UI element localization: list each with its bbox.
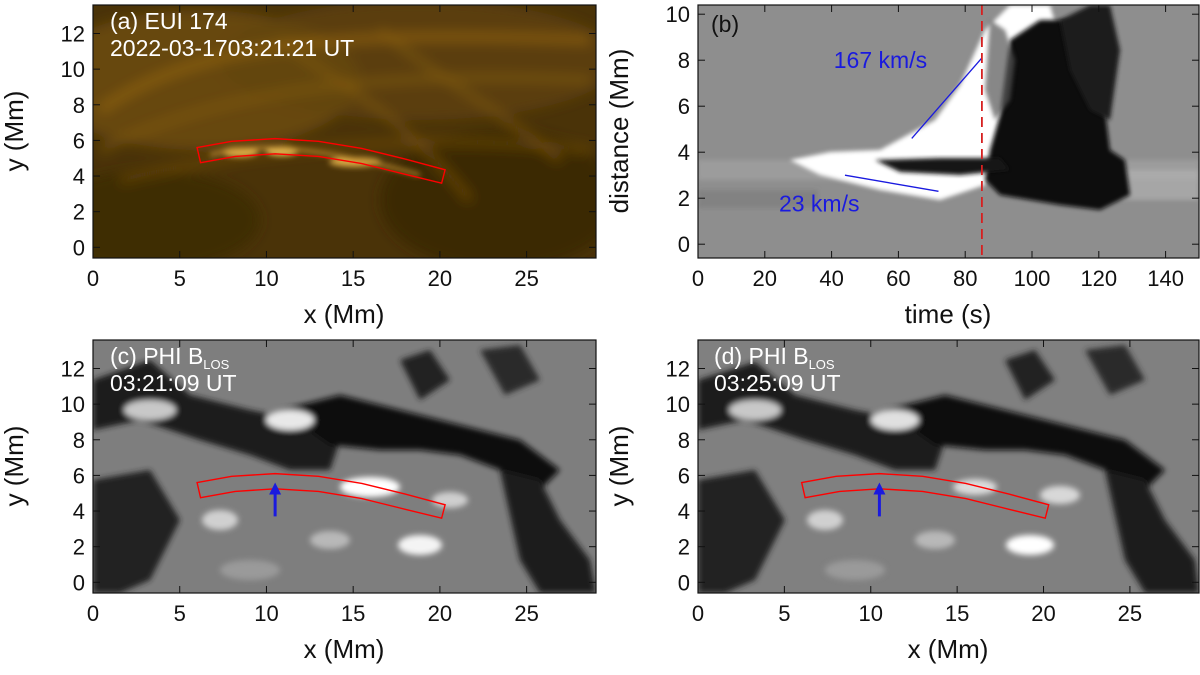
panel-a: 0 5 10 15 20 25 0 2 4 6 8 10 12 (a) EUI 174 2022-03-… bbox=[0, 4, 597, 329]
panel-b-title: (b) bbox=[711, 11, 739, 37]
panel-b-ytick-label: 10 bbox=[666, 2, 690, 27]
panel-c-ytick-label: 4 bbox=[73, 499, 85, 524]
panel-c-ytick-label: 6 bbox=[73, 463, 85, 488]
panel-b-xlabel: time (s) bbox=[905, 299, 992, 329]
panel-d-xtick-label: 15 bbox=[945, 601, 969, 626]
panel-c-ytick-label: 0 bbox=[73, 570, 85, 595]
panel-b-xtick-label: 0 bbox=[692, 266, 704, 291]
panel-c-ytick-label: 12 bbox=[61, 357, 85, 382]
panel-d-ytick-label: 0 bbox=[678, 570, 690, 595]
panel-b-xtick-label: 120 bbox=[1080, 266, 1117, 291]
panel-d: 0 5 10 15 20 25 0 2 4 6 8 10 12 (d) PHI BLOS 03:25:0… bbox=[604, 339, 1200, 664]
slit-outline bbox=[196, 472, 446, 520]
panel-c-xtick-label: 25 bbox=[514, 601, 538, 626]
slit-outline bbox=[196, 137, 446, 185]
panel-b: 0 20 40 60 80 100 120 140 0 2 4 6 8 10 (b) 167 km/s 2… bbox=[604, 2, 1200, 329]
panel-a-ytick-label: 0 bbox=[73, 235, 85, 260]
panel-a-xtick-label: 20 bbox=[428, 266, 452, 291]
panel-b-frame bbox=[697, 4, 1200, 259]
panel-a-ytick-label: 4 bbox=[73, 164, 85, 189]
footpoint-arrow-head bbox=[269, 482, 282, 495]
panel-c-ytick-label: 8 bbox=[73, 428, 85, 453]
panel-d-ytick-label: 2 bbox=[678, 535, 690, 560]
fit-label-167: 167 km/s bbox=[834, 47, 927, 73]
panel-d-timestamp: 03:25:09 UT bbox=[714, 370, 841, 396]
fit-label-23: 23 km/s bbox=[779, 190, 860, 216]
panel-d-ytick-label: 8 bbox=[678, 428, 690, 453]
panel-d-ytick-label: 4 bbox=[678, 499, 690, 524]
panel-b-ylabel: distance (Mm) bbox=[604, 49, 634, 214]
panel-c-xtick-label: 15 bbox=[341, 601, 365, 626]
panel-a-xtick-label: 10 bbox=[254, 266, 278, 291]
panel-a-ytick-label: 12 bbox=[61, 22, 85, 47]
panel-d-ticks: 0 5 10 15 20 25 0 2 4 6 8 10 12 bbox=[666, 340, 1199, 626]
panel-a-ytick-label: 10 bbox=[61, 57, 85, 82]
panel-b-ytick-label: 4 bbox=[678, 140, 690, 165]
slit-outline bbox=[800, 472, 1050, 520]
panel-a-ytick-label: 2 bbox=[73, 200, 85, 225]
panel-b-image bbox=[698, 5, 1199, 258]
panel-c-xlabel: x (Mm) bbox=[304, 634, 385, 664]
panel-a-title: (a) EUI 174 bbox=[110, 8, 228, 34]
panel-c-ytick-label: 2 bbox=[73, 535, 85, 560]
panel-d-ylabel: y (Mm) bbox=[604, 426, 634, 507]
panel-b-xtick-label: 100 bbox=[1014, 266, 1051, 291]
panel-a-timestamp: 2022-03-1703:21:21 UT bbox=[110, 35, 354, 61]
panel-c-xtick-label: 10 bbox=[254, 601, 278, 626]
panel-a-frame bbox=[92, 4, 597, 259]
panel-a-ytick-label: 6 bbox=[73, 128, 85, 153]
panel-d-xtick-label: 25 bbox=[1118, 601, 1142, 626]
panel-d-xtick-label: 20 bbox=[1031, 601, 1055, 626]
panel-c-ticks: 0 5 10 15 20 25 0 2 4 6 8 10 12 bbox=[61, 340, 596, 626]
panel-c-xtick-label: 20 bbox=[428, 601, 452, 626]
footpoint-arrow-head bbox=[873, 482, 886, 495]
panel-c-ytick-label: 10 bbox=[61, 392, 85, 417]
panel-a-xtick-label: 0 bbox=[87, 266, 99, 291]
panel-b-xtick-label: 80 bbox=[953, 266, 977, 291]
panel-b-ytick-label: 0 bbox=[678, 232, 690, 257]
panel-d-ytick-label: 6 bbox=[678, 463, 690, 488]
panel-a-ytick-label: 8 bbox=[73, 93, 85, 118]
panel-b-ytick-label: 8 bbox=[678, 48, 690, 73]
panel-b-xtick-label: 40 bbox=[819, 266, 843, 291]
panel-d-image bbox=[698, 340, 1199, 593]
panel-c-xtick-label: 5 bbox=[174, 601, 186, 626]
panel-c-frame bbox=[92, 339, 597, 594]
panel-c: 0 5 10 15 20 25 0 2 4 6 8 10 12 (c) PHI BLOS 03:21:0… bbox=[0, 339, 597, 664]
panel-c-timestamp: 03:21:09 UT bbox=[110, 370, 237, 396]
panel-d-title: (d) PHI BLOS bbox=[714, 343, 835, 372]
panel-b-xtick-label: 140 bbox=[1147, 266, 1184, 291]
fit-line-167 bbox=[911, 57, 983, 139]
panel-a-xlabel: x (Mm) bbox=[304, 299, 385, 329]
panel-d-ytick-label: 12 bbox=[666, 357, 690, 382]
panel-a-image bbox=[93, 5, 596, 258]
panel-d-xtick-label: 5 bbox=[778, 601, 790, 626]
panel-d-ytick-label: 10 bbox=[666, 392, 690, 417]
panel-b-xtick-label: 60 bbox=[886, 266, 910, 291]
panel-d-xtick-label: 10 bbox=[859, 601, 883, 626]
panel-c-title: (c) PHI BLOS bbox=[110, 343, 230, 372]
fit-line-23 bbox=[844, 174, 939, 192]
panel-a-xtick-label: 5 bbox=[174, 266, 186, 291]
panel-c-xtick-label: 0 bbox=[87, 601, 99, 626]
panel-b-ytick-label: 2 bbox=[678, 186, 690, 211]
panel-a-xtick-label: 15 bbox=[341, 266, 365, 291]
panel-a-xtick-label: 25 bbox=[514, 266, 538, 291]
panel-a-ticks: 0 5 10 15 20 25 0 2 4 6 8 10 12 bbox=[61, 5, 596, 291]
panel-d-xlabel: x (Mm) bbox=[908, 634, 989, 664]
panel-c-ylabel: y (Mm) bbox=[0, 426, 29, 507]
panel-a-ylabel: y (Mm) bbox=[0, 91, 29, 172]
panel-c-image bbox=[93, 340, 596, 593]
panel-b-ytick-label: 6 bbox=[678, 94, 690, 119]
panel-b-ticks: 0 20 40 60 80 100 120 140 0 2 4 6 8 10 bbox=[666, 2, 1199, 291]
panel-d-xtick-label: 0 bbox=[692, 601, 704, 626]
panel-b-xtick-label: 20 bbox=[753, 266, 777, 291]
panel-d-frame bbox=[697, 339, 1200, 594]
